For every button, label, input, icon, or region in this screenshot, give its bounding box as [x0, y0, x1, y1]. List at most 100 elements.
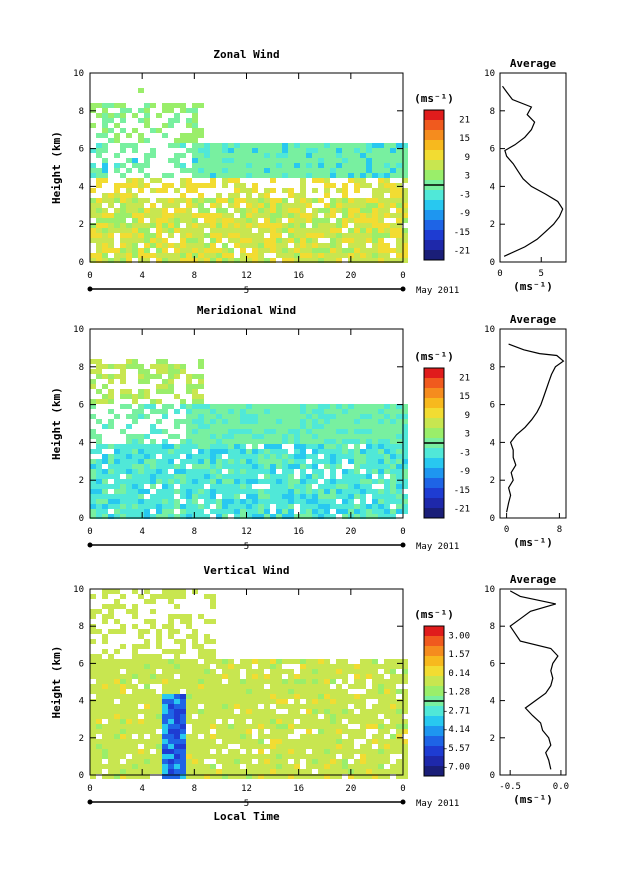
average-y-tick-label: 10 [484, 585, 495, 595]
y-tick-label: 4 [79, 697, 84, 707]
average-y-tick-label: 0 [490, 771, 495, 781]
colorbar-tick-label: 3 [465, 430, 470, 440]
date-axis-month: May 2011 [416, 799, 459, 809]
average-profile-line [506, 343, 565, 513]
colorbar-unit: (ms⁻¹) [414, 608, 454, 621]
colorbar-tick-label: -9 [459, 467, 470, 477]
date-axis-dot [400, 799, 406, 805]
colorbar-tick-label: 0.14 [448, 669, 470, 679]
colorbar-tick-label: -4.14 [443, 725, 470, 735]
colorbar-swatch [424, 716, 444, 727]
average-x-tick-label: 0 [497, 269, 502, 279]
average-x-label: (ms⁻¹) [513, 280, 553, 293]
colorbar-swatch [424, 428, 444, 439]
average-x-tick-label: 5 [539, 269, 544, 279]
y-tick-label: 4 [79, 438, 84, 448]
x-tick-label: 12 [241, 784, 252, 794]
date-axis-day: 5 [244, 542, 249, 552]
colorbar-tick-label: -2.71 [443, 706, 470, 716]
colorbar-tick-label: 21 [459, 115, 470, 125]
average-y-tick-label: 2 [490, 220, 495, 230]
heatmap-cells [90, 589, 408, 779]
colorbar-tick-label: 3.00 [448, 631, 470, 641]
colorbar-swatch [424, 150, 444, 161]
average-y-tick-label: 0 [490, 258, 495, 268]
average-frame [499, 72, 567, 263]
colorbar-tick-label: -5.57 [443, 744, 470, 754]
colorbar-swatch [424, 210, 444, 221]
x-tick-label: 8 [192, 784, 197, 794]
colorbar-tick-label: 15 [459, 392, 470, 402]
average-x-tick-label: 8 [557, 525, 562, 535]
average-x-tick-label: 0 [504, 525, 509, 535]
date-axis-dot [400, 542, 406, 548]
y-tick-label: 2 [79, 734, 84, 744]
x-tick-label: 0 [400, 527, 405, 537]
x-tick-label: 0 [87, 784, 92, 794]
average-y-tick-label: 2 [490, 734, 495, 744]
colorbar-swatch [424, 726, 444, 737]
x-tick-label: 0 [87, 527, 92, 537]
colorbar-swatch [424, 220, 444, 231]
colorbar-tick-label: 9 [465, 411, 470, 421]
colorbar-swatch [424, 636, 444, 647]
average-y-tick-label: 10 [484, 69, 495, 79]
x-tick-label: 16 [293, 527, 304, 537]
x-tick-label: 16 [293, 271, 304, 281]
colorbar-tick-label: -9 [459, 209, 470, 219]
y-tick-label: 10 [73, 69, 84, 79]
colorbar-swatch [424, 240, 444, 251]
x-tick-label: 8 [192, 271, 197, 281]
average-x-tick-label: 0.0 [553, 782, 569, 792]
colorbar-tick-label: -7.00 [443, 763, 470, 773]
colorbar-unit: (ms⁻¹) [414, 92, 454, 105]
x-tick-label: 20 [345, 527, 356, 537]
colorbar-swatch [424, 368, 444, 379]
y-tick-label: 2 [79, 476, 84, 486]
colorbar-unit: (ms⁻¹) [414, 350, 454, 363]
colorbar-tick-label: 9 [465, 153, 470, 163]
average-profile-line [509, 590, 559, 770]
colorbar-swatch [424, 498, 444, 509]
colorbar-swatch [424, 676, 444, 687]
average-y-tick-label: 8 [490, 363, 495, 373]
colorbar-swatch [424, 756, 444, 767]
y-axis-label: Height (km) [50, 131, 63, 204]
x-tick-label: 20 [345, 784, 356, 794]
average-y-tick-label: 4 [490, 182, 495, 192]
colorbar-swatch [424, 160, 444, 171]
x-tick-label: 0 [400, 271, 405, 281]
colorbar-swatch [424, 418, 444, 429]
colorbar-tick-label: 21 [459, 373, 470, 383]
x-tick-label: 0 [87, 271, 92, 281]
colorbar-tick-label: 15 [459, 134, 470, 144]
x-tick-label: 20 [345, 271, 356, 281]
date-axis-dot [87, 542, 93, 548]
colorbar-swatch [424, 110, 444, 121]
average-title: Average [510, 57, 557, 70]
colorbar-swatch [424, 746, 444, 757]
average-x-label: (ms⁻¹) [513, 793, 553, 806]
heatmap-cells [90, 88, 408, 263]
y-tick-label: 0 [79, 258, 84, 268]
average-frame [499, 588, 567, 776]
average-y-tick-label: 4 [490, 697, 495, 707]
panel-2: Meridional Wind 0 2 4 6 8 10 Height (km) 0 4 8 12 16… [50, 304, 567, 552]
y-axis-label: Height (km) [50, 646, 63, 719]
y-tick-label: 6 [79, 145, 84, 155]
date-axis-dot [87, 286, 93, 292]
chart-title: Vertical Wind [203, 564, 289, 577]
date-axis-month: May 2011 [416, 286, 459, 296]
colorbar-swatch [424, 458, 444, 469]
colorbar-swatch [424, 646, 444, 657]
date-axis-month: May 2011 [416, 542, 459, 552]
average-y-tick-label: 4 [490, 438, 495, 448]
colorbar-tick-label: -21 [454, 505, 470, 515]
y-tick-label: 10 [73, 585, 84, 595]
y-tick-label: 6 [79, 401, 84, 411]
colorbar-swatch [424, 508, 444, 519]
date-axis-day: 5 [244, 799, 249, 809]
colorbar-swatch [424, 408, 444, 419]
